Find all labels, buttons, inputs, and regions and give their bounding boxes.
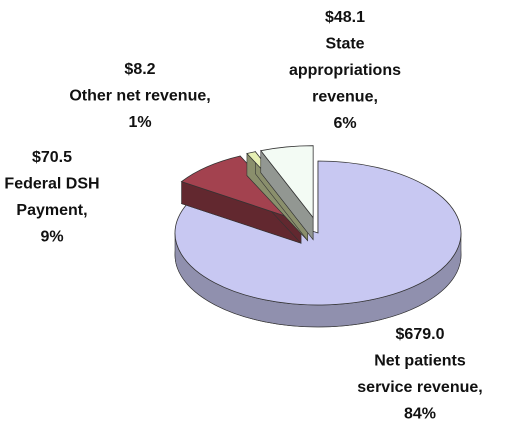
slice-label: service revenue, bbox=[357, 379, 482, 396]
slice-label: Other net revenue, bbox=[69, 88, 210, 105]
slice-label: $48.1 bbox=[325, 9, 365, 26]
slice-label: revenue, bbox=[312, 89, 378, 106]
slice-top bbox=[180, 155, 302, 222]
slice-label: Payment, bbox=[16, 202, 87, 219]
slice-label: Net patients bbox=[374, 353, 466, 370]
slice-label: 6% bbox=[333, 115, 356, 132]
slice-label: appropriations bbox=[289, 62, 401, 79]
slice-label: 1% bbox=[128, 114, 151, 131]
slice-label: 9% bbox=[40, 229, 63, 246]
slice-label: $8.2 bbox=[124, 61, 155, 78]
slice-top bbox=[174, 160, 462, 306]
pie-slice bbox=[260, 145, 314, 241]
slice-label: State bbox=[325, 36, 364, 53]
slice-label: 84% bbox=[404, 406, 436, 423]
pie-slice bbox=[174, 160, 462, 328]
slice-label: $679.0 bbox=[396, 326, 445, 343]
slice-top bbox=[260, 145, 314, 219]
slice-label: Federal DSH bbox=[4, 176, 99, 193]
slice-label: $70.5 bbox=[32, 149, 72, 166]
